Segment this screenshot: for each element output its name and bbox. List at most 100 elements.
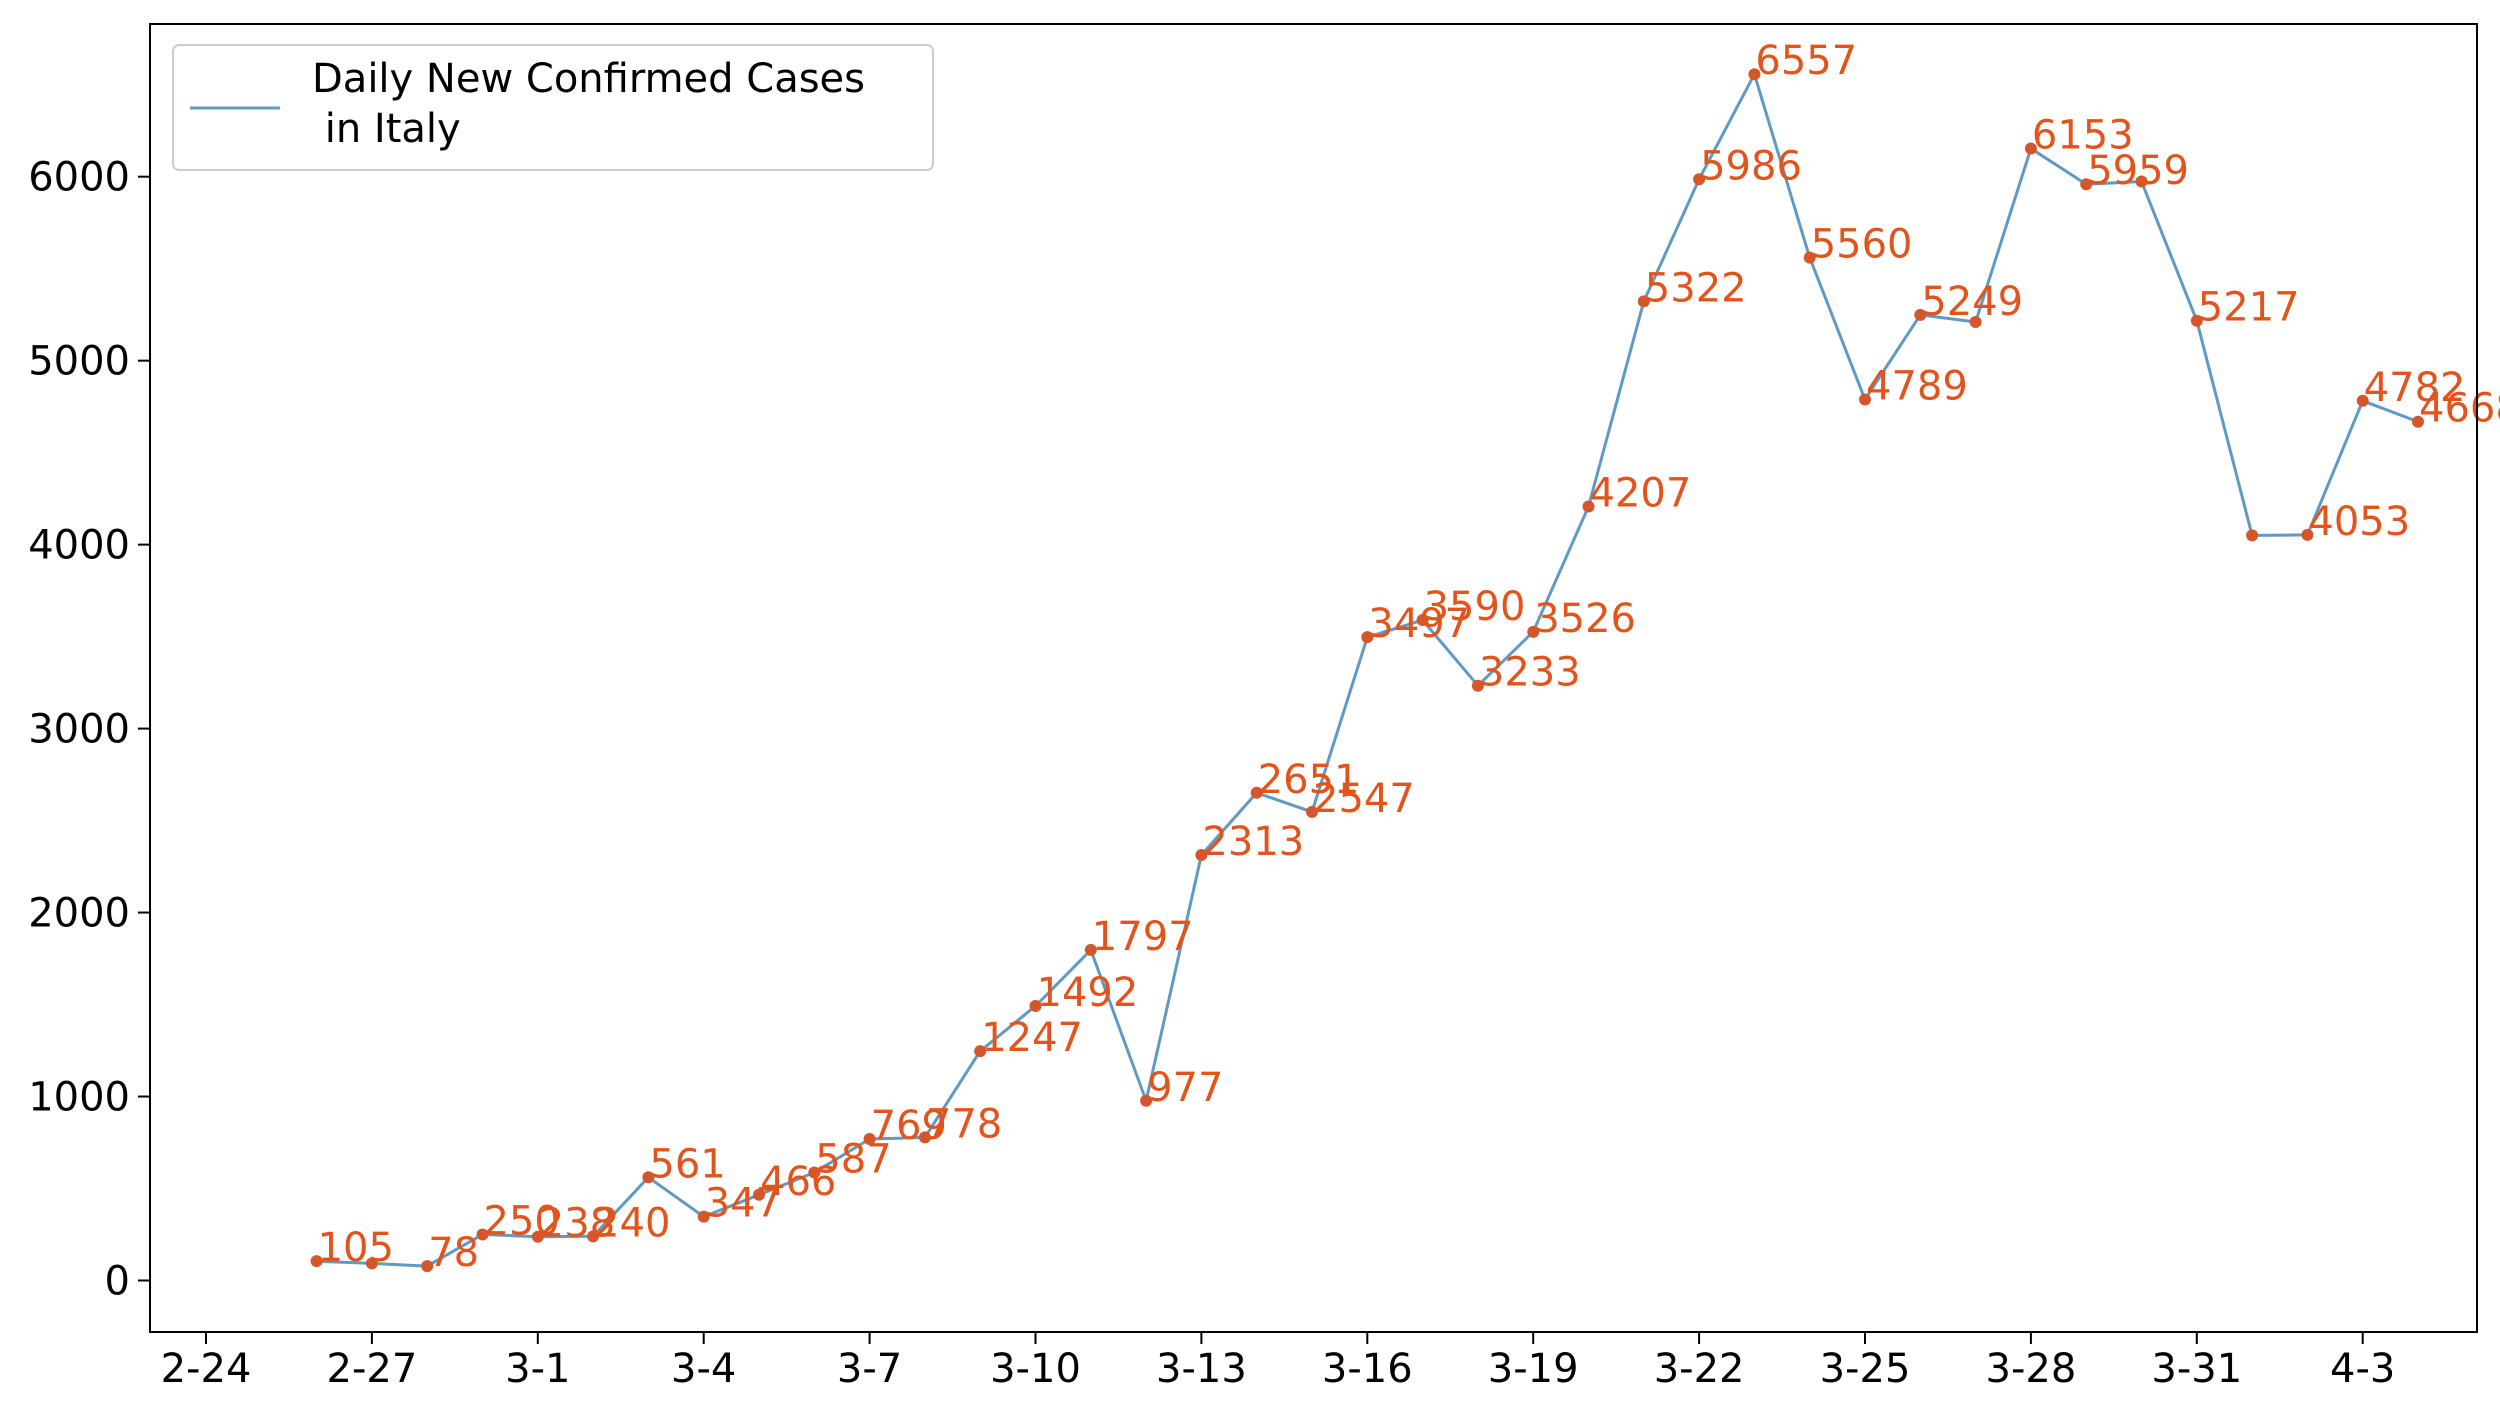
x-tick-label: 3-10	[990, 1346, 1081, 1392]
data-label: 977	[1147, 1065, 1223, 1111]
data-point	[421, 1260, 434, 1273]
data-point	[2246, 529, 2259, 542]
data-point	[1361, 631, 1374, 644]
data-point	[1859, 393, 1871, 406]
x-tick-label: 3-13	[1156, 1346, 1247, 1392]
x-tick-label: 3-25	[1820, 1346, 1911, 1392]
data-point	[2024, 142, 2037, 155]
data-label: 2651	[1258, 757, 1360, 803]
data-point	[1914, 308, 1927, 321]
data-point	[476, 1228, 489, 1241]
data-point	[2301, 528, 2314, 541]
data-label: 5959	[2087, 148, 2189, 194]
data-point	[1969, 316, 1982, 329]
data-point	[642, 1171, 655, 1184]
data-point	[365, 1257, 378, 1270]
data-point	[808, 1166, 821, 1179]
y-tick-label: 2000	[28, 891, 130, 937]
data-point	[1471, 679, 1484, 692]
y-tick-label: 3000	[28, 707, 130, 753]
x-tick-label: 3-4	[671, 1346, 736, 1392]
y-tick-label: 5000	[28, 339, 130, 385]
data-point	[1693, 173, 1706, 186]
data-point	[918, 1131, 931, 1144]
data-label: 3497	[1368, 601, 1470, 647]
data-label: 105	[318, 1225, 394, 1271]
data-point	[1416, 614, 1429, 627]
legend-label-line: in Italy	[312, 106, 461, 152]
data-label: 6153	[2032, 113, 2134, 159]
data-point	[2356, 394, 2369, 407]
data-label: 769	[871, 1103, 947, 1149]
data-label: 238	[539, 1201, 615, 1247]
data-point	[1195, 848, 1208, 861]
data-label: 2313	[1202, 819, 1304, 865]
data-label: 4053	[2308, 499, 2410, 545]
data-label: 2547	[1313, 776, 1415, 822]
data-label: 561	[649, 1141, 725, 1187]
data-label: 78	[428, 1230, 479, 1276]
data-label: 1247	[981, 1015, 1083, 1061]
data-point	[974, 1045, 987, 1058]
data-label: 347	[705, 1181, 781, 1227]
data-label: 240	[594, 1200, 670, 1246]
data-point	[1250, 786, 1263, 799]
data-label: 1492	[1037, 970, 1139, 1016]
data-label: 587	[815, 1137, 891, 1183]
data-point	[1582, 500, 1595, 513]
data-point	[1140, 1094, 1153, 1107]
data-label: 5217	[2198, 285, 2300, 331]
y-tick-label: 6000	[28, 155, 130, 201]
data-label: 3590	[1424, 584, 1526, 630]
data-label: 5986	[1700, 143, 1802, 189]
x-tick-label: 4-3	[2330, 1346, 2395, 1392]
data-point	[2412, 415, 2424, 428]
data-label: 250	[484, 1198, 560, 1244]
data-label: 5249	[1921, 279, 2023, 325]
x-tick-label: 2-27	[327, 1346, 418, 1392]
data-point	[310, 1255, 323, 1268]
data-label: 4789	[1866, 363, 1968, 409]
data-label: 6557	[1755, 38, 1857, 84]
data-point	[863, 1133, 876, 1146]
data-label: 778	[926, 1101, 1002, 1147]
data-point	[531, 1230, 544, 1243]
legend: Daily New Confirmed Cases in Italy	[172, 44, 934, 171]
data-point	[1029, 1000, 1042, 1013]
x-tick-label: 2-24	[161, 1346, 252, 1392]
legend-box	[172, 44, 934, 171]
axes: 0 1000 2000 3000 4000 5000 6000 2-24 2-27 3-1 3-4 3…	[28, 155, 2395, 1392]
plot-frame	[149, 23, 2478, 1333]
data-label: 5322	[1645, 265, 1747, 311]
data-point	[697, 1210, 710, 1223]
x-tick-label: 3-28	[1986, 1346, 2077, 1392]
x-tick-label: 3-16	[1322, 1346, 1413, 1392]
x-tick-label: 3-31	[2151, 1346, 2242, 1392]
data-point	[1637, 295, 1650, 308]
data-point	[587, 1230, 600, 1243]
data-label: 466	[760, 1159, 836, 1205]
data-label: 4782	[2364, 365, 2466, 411]
data-point	[1803, 251, 1816, 264]
data-point	[1084, 943, 1097, 956]
x-tick-label: 3-19	[1488, 1346, 1579, 1392]
x-tick-label: 3-7	[837, 1346, 902, 1392]
data-label: 3233	[1479, 650, 1581, 696]
data-point	[2190, 314, 2203, 327]
x-tick-label: 3-1	[505, 1346, 570, 1392]
data-label: 4207	[1590, 471, 1692, 517]
legend-label-line: Daily New Confirmed Cases	[312, 56, 865, 102]
data-point	[1527, 625, 1540, 638]
data-point	[1748, 68, 1761, 81]
y-tick-label: 1000	[28, 1075, 130, 1121]
data-point	[2135, 175, 2148, 188]
data-label: 1797	[1092, 914, 1194, 960]
data-point	[1306, 805, 1318, 818]
series-daily-new-cases	[310, 68, 2424, 1273]
data-label: 4668	[2419, 386, 2500, 432]
data-label: 5560	[1811, 222, 1913, 268]
y-tick-label: 0	[105, 1258, 130, 1304]
